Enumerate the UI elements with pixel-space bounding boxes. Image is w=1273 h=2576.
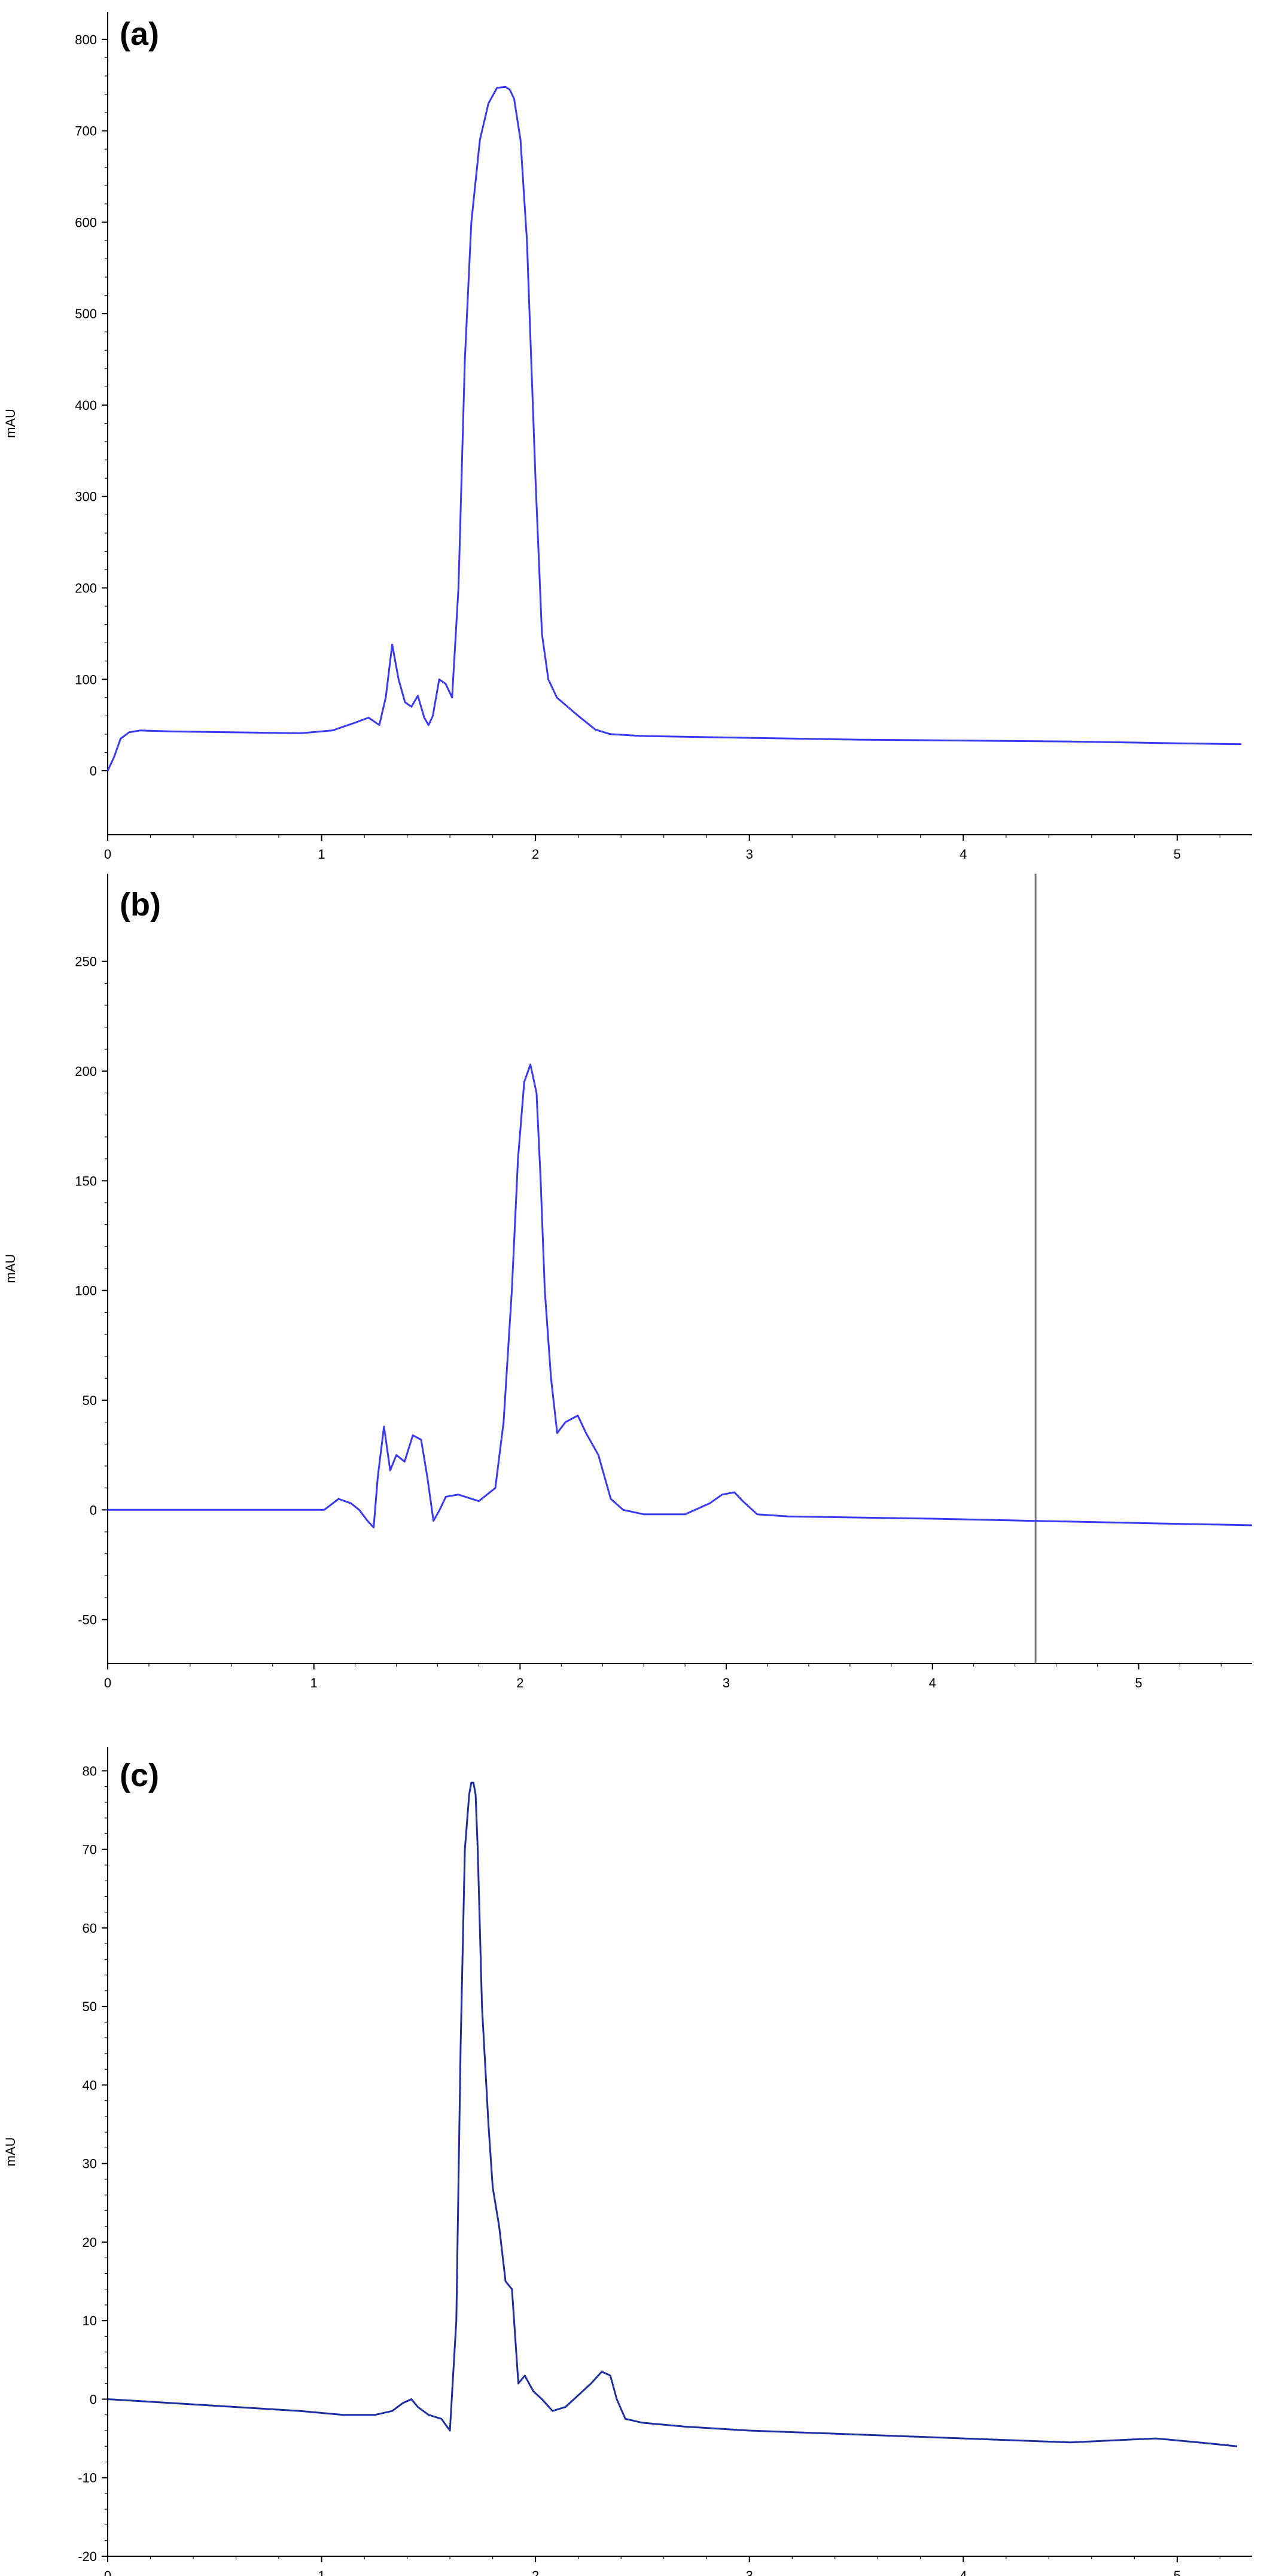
y-tick-label: -20	[78, 2549, 97, 2564]
y-tick-label: 40	[83, 2078, 97, 2093]
y-axis-label: mAU	[3, 409, 18, 438]
y-tick-label: 200	[75, 1064, 97, 1079]
x-tick-label: 4	[960, 847, 967, 862]
y-tick-label: -50	[78, 1613, 97, 1628]
y-axis-label: mAU	[3, 2137, 18, 2167]
x-tick-label: 2	[532, 847, 539, 862]
x-tick-label: 0	[104, 1675, 111, 1690]
x-tick-label: 4	[929, 1675, 936, 1690]
y-tick-label: 10	[83, 2313, 97, 2328]
x-tick-label: 5	[1174, 847, 1181, 862]
x-tick-label: 5	[1135, 1675, 1142, 1690]
y-tick-label: 70	[83, 1842, 97, 1857]
x-tick-label: 2	[516, 1675, 523, 1690]
x-tick-label: 1	[310, 1675, 318, 1690]
x-tick-label: 1	[318, 2568, 325, 2576]
chart-panel-3: -20 -10 0 10 20 30 40 50 60 70 80 0 1 2 3 4 5 mAU (c)	[3, 1747, 1252, 2576]
y-tick-label: 50	[83, 1999, 97, 2014]
y-tick-label: 150	[75, 1173, 97, 1188]
y-tick-label: 600	[75, 215, 97, 230]
x-tick-label: 3	[723, 1675, 730, 1690]
y-tick-label: 100	[75, 672, 97, 687]
y-tick-label: 200	[75, 581, 97, 596]
series-line	[107, 1781, 1238, 2447]
x-tick-label: 5	[1174, 2568, 1181, 2576]
y-tick-label: 300	[75, 489, 97, 504]
y-tick-label: 500	[75, 306, 97, 321]
y-tick-label: 250	[75, 954, 97, 969]
panel-label: (b)	[120, 887, 161, 923]
y-tick-label: 50	[83, 1393, 97, 1408]
chart-panel-2: -50 0 50 100 150 200 250 0 1 2 3 4 5 mAU (b)	[3, 874, 1253, 1690]
y-tick-label: 400	[75, 398, 97, 413]
y-tick-label: 0	[90, 1503, 97, 1517]
y-tick-label: 0	[90, 2392, 97, 2407]
panel-label: (a)	[120, 16, 159, 52]
panel-label: (c)	[120, 1757, 159, 1793]
x-tick-label: 0	[104, 2568, 111, 2576]
x-tick-label: 4	[960, 2568, 967, 2576]
y-tick-label: 100	[75, 1284, 97, 1298]
y-tick-label: 700	[75, 124, 97, 139]
x-tick-label: 1	[318, 847, 325, 862]
series-line	[106, 86, 1242, 771]
y-tick-label: 30	[83, 2157, 97, 2171]
x-tick-label: 0	[104, 847, 111, 862]
x-tick-label: 3	[746, 847, 753, 862]
x-tick-label: 2	[532, 2568, 539, 2576]
y-tick-label: 80	[83, 1763, 97, 1778]
y-axis-label: mAU	[3, 1254, 18, 1284]
y-tick-label: 0	[90, 764, 97, 778]
chart-panel-1: 0 100 200 300 400 500 600 700 800 0 1 2 3 4 5 mAU (a)	[3, 12, 1252, 862]
y-tick-label: 800	[75, 32, 97, 47]
series-line	[108, 1063, 1253, 1529]
y-tick-label: -10	[78, 2471, 97, 2486]
x-tick-label: 3	[746, 2568, 753, 2576]
y-tick-label: 20	[83, 2235, 97, 2250]
y-tick-label: 60	[83, 1921, 97, 1936]
